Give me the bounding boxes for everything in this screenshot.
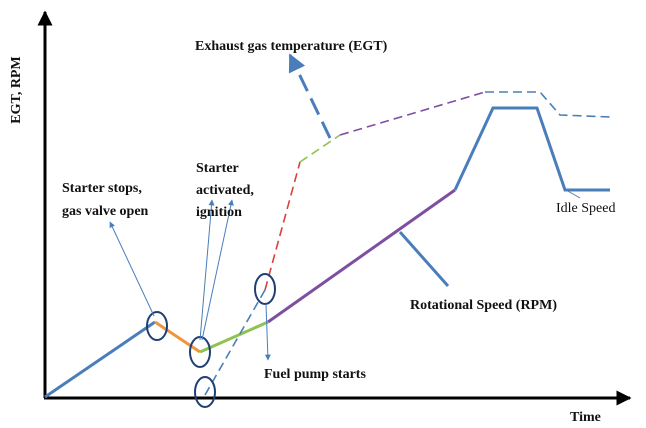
arrow xyxy=(264,303,271,361)
segment xyxy=(453,106,610,192)
label-line: gas valve open xyxy=(62,204,149,219)
segment xyxy=(204,289,266,396)
segment xyxy=(299,134,341,163)
pointers xyxy=(109,53,581,361)
segment xyxy=(154,320,201,354)
segment xyxy=(485,91,611,118)
rpm-label: Rotational Speed (RPM) xyxy=(410,298,557,313)
circle xyxy=(146,311,168,341)
label-line: Starter xyxy=(196,161,239,176)
segment xyxy=(44,320,156,399)
segment xyxy=(264,161,301,291)
circle xyxy=(194,376,216,408)
rpm-curve xyxy=(44,106,610,399)
y-axis-label: EGT, RPM xyxy=(9,56,24,123)
label-line: activated, xyxy=(196,183,254,198)
rpm-pointer xyxy=(398,231,450,287)
egt-arrow xyxy=(288,53,332,139)
segment xyxy=(199,320,269,354)
arrow xyxy=(199,199,215,341)
segment xyxy=(267,188,456,324)
egt-curve xyxy=(204,91,611,396)
label-line: ignition xyxy=(196,205,242,220)
idle-label: Idle Speed xyxy=(556,201,615,216)
egt-label: Exhaust gas temperature (EGT) xyxy=(195,39,388,54)
segment xyxy=(339,91,486,136)
x-axis-label: Time xyxy=(570,410,601,425)
circle xyxy=(254,273,276,305)
idle-pointer xyxy=(565,189,581,199)
arrow xyxy=(109,221,155,317)
markers xyxy=(146,273,276,408)
axes xyxy=(37,10,632,406)
label-line: Starter stops, xyxy=(62,181,142,196)
arrow xyxy=(201,199,234,341)
fuel-pump-label: Fuel pump starts xyxy=(264,367,366,382)
